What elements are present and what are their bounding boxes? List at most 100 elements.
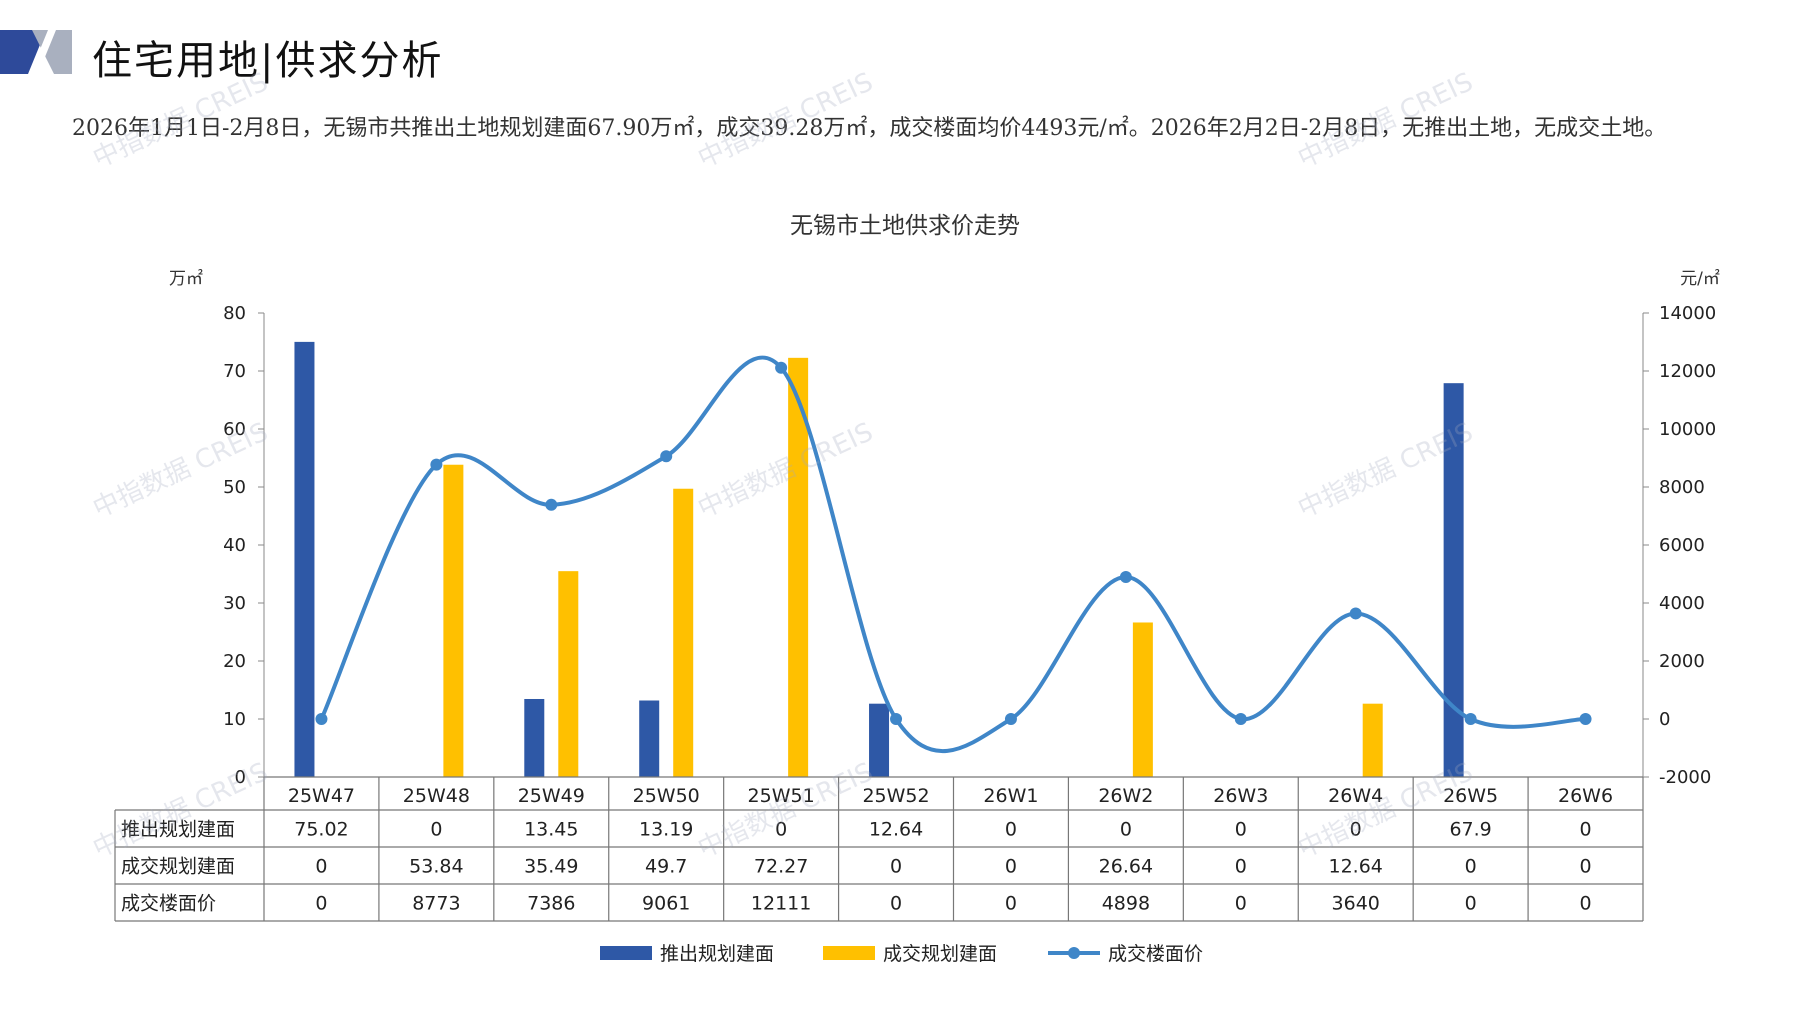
bar-supply — [1443, 383, 1464, 777]
y-right-tick-label: 2000 — [1659, 651, 1705, 672]
line-price-point — [775, 361, 788, 374]
y-left-tick-label: 10 — [223, 709, 246, 730]
table-cell: 12111 — [751, 893, 811, 915]
legend-label-price: 成交楼面价 — [1108, 943, 1203, 965]
line-price-point — [890, 713, 903, 725]
y-right-tick-label: 14000 — [1659, 303, 1716, 324]
y-left-tick-label: 80 — [223, 303, 246, 324]
table-cell: 0 — [890, 893, 902, 915]
table-cell: 35.49 — [524, 856, 578, 878]
table-cell: 0 — [1579, 856, 1591, 878]
legend-swatch-transaction — [823, 946, 875, 960]
table-cell: 8773 — [412, 893, 460, 915]
table-cell: 72.27 — [754, 856, 808, 878]
y-right-tick-label: -2000 — [1659, 767, 1711, 788]
line-price-point — [545, 498, 558, 511]
x-tick-label: 25W52 — [862, 785, 929, 807]
legend-label-transaction: 成交规划建面 — [883, 943, 997, 965]
table-row-label: 成交楼面价 — [121, 893, 216, 915]
y-left-tick-label: 50 — [223, 477, 246, 498]
table-cell: 4898 — [1102, 893, 1150, 915]
y-left-tick-label: 70 — [223, 361, 246, 382]
table-cell: 53.84 — [409, 856, 463, 878]
table-cell: 0 — [315, 893, 327, 915]
x-tick-label: 26W6 — [1558, 785, 1613, 807]
bar-transaction — [1132, 622, 1153, 777]
y-left-tick-label: 20 — [223, 651, 246, 672]
table-row-label: 推出规划建面 — [121, 819, 235, 841]
table-cell: 12.64 — [1329, 856, 1383, 878]
y-left-tick-label: 30 — [223, 593, 246, 614]
y-right-tick-label: 4000 — [1659, 593, 1705, 614]
line-price-point — [1119, 570, 1132, 583]
line-price-point — [315, 713, 328, 725]
table-cell: 0 — [1235, 819, 1247, 841]
x-tick-label: 25W48 — [403, 785, 470, 807]
y-right-tick-label: 0 — [1659, 709, 1670, 730]
x-tick-label: 25W49 — [518, 785, 585, 807]
line-price-point — [1234, 713, 1247, 725]
table-cell: 13.19 — [639, 819, 693, 841]
y-left-tick-label: 60 — [223, 419, 246, 440]
table-cell: 26.64 — [1099, 856, 1153, 878]
y-right-tick-label: 12000 — [1659, 361, 1716, 382]
bar-transaction — [443, 464, 464, 777]
line-price-point — [660, 450, 673, 463]
line-price-point — [430, 458, 443, 471]
bar-supply — [294, 341, 315, 777]
x-tick-label: 25W51 — [748, 785, 815, 807]
table-cell: 0 — [1350, 819, 1362, 841]
table-cell: 7386 — [527, 893, 575, 915]
bar-transaction — [1362, 703, 1383, 777]
table-cell: 0 — [1005, 893, 1017, 915]
y-axis-right-label: 元/㎡ — [1680, 269, 1720, 289]
table-cell: 0 — [890, 856, 902, 878]
bar-supply — [639, 700, 660, 777]
table-cell: 67.9 — [1449, 819, 1491, 841]
table-cell: 0 — [315, 856, 327, 878]
table-cell: 0 — [1005, 856, 1017, 878]
x-tick-label: 26W1 — [983, 785, 1038, 807]
x-tick-label: 26W2 — [1098, 785, 1153, 807]
summary-text: 2026年1月1日-2月8日，无锡市共推出土地规划建面67.90万㎡，成交39.… — [72, 116, 1667, 141]
line-price-point — [1349, 607, 1362, 620]
line-price-point — [1579, 713, 1592, 725]
table-cell: 12.64 — [869, 819, 923, 841]
table-row-label: 成交规划建面 — [121, 856, 235, 878]
brand-logo-icon — [0, 30, 72, 74]
table-cell: 0 — [1235, 893, 1247, 915]
bar-transaction — [558, 571, 579, 777]
table-cell: 0 — [1579, 893, 1591, 915]
x-tick-label: 25W47 — [288, 785, 355, 807]
table-cell: 13.45 — [524, 819, 578, 841]
table-cell: 0 — [1465, 893, 1477, 915]
y-right-tick-label: 10000 — [1659, 419, 1716, 440]
chart-title: 无锡市土地供求价走势 — [790, 213, 1020, 239]
header: 住宅用地|供求分析 — [0, 22, 600, 84]
table-cell: 3640 — [1332, 893, 1380, 915]
bar-supply — [524, 698, 545, 777]
table-cell: 0 — [1005, 819, 1017, 841]
table-cell: 0 — [1465, 856, 1477, 878]
legend-swatch-supply — [600, 946, 652, 960]
line-price — [319, 355, 1586, 754]
line-price-point — [1464, 713, 1477, 725]
table-cell: 0 — [775, 819, 787, 841]
legend-swatch-price-marker — [1068, 947, 1080, 959]
y-left-tick-label: 40 — [223, 535, 246, 556]
x-tick-label: 26W5 — [1443, 785, 1498, 807]
x-tick-label: 26W4 — [1328, 785, 1383, 807]
table-cell: 0 — [430, 819, 442, 841]
bar-supply — [869, 703, 890, 777]
y-left-tick-label: 0 — [235, 767, 246, 788]
table-cell: 75.02 — [294, 819, 348, 841]
page-title: 住宅用地|供求分析 — [92, 38, 444, 84]
x-tick-label: 26W3 — [1213, 785, 1268, 807]
table-cell: 0 — [1120, 819, 1132, 841]
bar-transaction — [788, 357, 809, 777]
y-right-tick-label: 8000 — [1659, 477, 1705, 498]
x-tick-label: 25W50 — [633, 785, 700, 807]
y-axis-left-label: 万㎡ — [169, 269, 203, 289]
y-right-tick-label: 6000 — [1659, 535, 1705, 556]
